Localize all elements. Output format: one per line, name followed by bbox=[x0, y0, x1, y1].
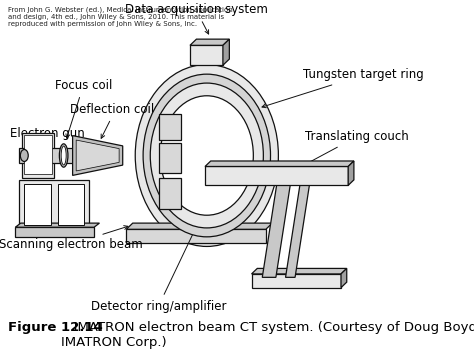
Bar bbox=[15, 227, 94, 237]
Ellipse shape bbox=[135, 65, 278, 246]
Ellipse shape bbox=[143, 74, 271, 237]
Text: From John G. Webster (ed.), Medical instrumentation application
and design, 4th : From John G. Webster (ed.), Medical inst… bbox=[8, 6, 233, 27]
Bar bbox=[159, 143, 181, 173]
Bar bbox=[252, 274, 341, 288]
Text: Tungsten target ring: Tungsten target ring bbox=[262, 69, 424, 108]
Text: Focus coil: Focus coil bbox=[55, 79, 112, 138]
Text: Scanning electron beam: Scanning electron beam bbox=[0, 226, 143, 251]
Ellipse shape bbox=[160, 96, 253, 215]
Text: Data acquisition system: Data acquisition system bbox=[125, 4, 267, 34]
Polygon shape bbox=[341, 268, 347, 288]
Ellipse shape bbox=[61, 146, 66, 165]
Polygon shape bbox=[223, 39, 229, 65]
Text: Detector ring/amplifier: Detector ring/amplifier bbox=[91, 216, 226, 313]
Bar bbox=[19, 180, 89, 229]
Bar bbox=[19, 148, 74, 163]
Text: Electron gun: Electron gun bbox=[10, 127, 85, 145]
Polygon shape bbox=[348, 161, 354, 185]
Bar bbox=[24, 135, 52, 174]
Bar bbox=[159, 178, 181, 209]
Polygon shape bbox=[126, 223, 272, 229]
Bar bbox=[24, 184, 51, 225]
Ellipse shape bbox=[20, 149, 28, 162]
Text: Translating couch: Translating couch bbox=[287, 130, 409, 174]
Polygon shape bbox=[190, 39, 229, 45]
Bar bbox=[22, 133, 54, 178]
Bar bbox=[205, 166, 348, 185]
Polygon shape bbox=[262, 185, 290, 277]
Polygon shape bbox=[76, 140, 119, 171]
Bar bbox=[159, 114, 181, 140]
Polygon shape bbox=[252, 268, 347, 274]
Polygon shape bbox=[15, 223, 100, 227]
Polygon shape bbox=[205, 161, 354, 166]
Bar bbox=[57, 184, 84, 225]
Polygon shape bbox=[285, 185, 310, 277]
Text: IMATRON electron beam CT system. (Courtesy of Doug Boyd,
IMATRON Corp.): IMATRON electron beam CT system. (Courte… bbox=[61, 321, 474, 349]
Bar bbox=[190, 45, 223, 65]
Polygon shape bbox=[73, 136, 123, 175]
Text: Figure 12.14: Figure 12.14 bbox=[8, 321, 103, 334]
Ellipse shape bbox=[59, 144, 68, 167]
Bar bbox=[126, 229, 266, 243]
Ellipse shape bbox=[150, 83, 264, 228]
Text: Deflection coils: Deflection coils bbox=[70, 103, 161, 138]
